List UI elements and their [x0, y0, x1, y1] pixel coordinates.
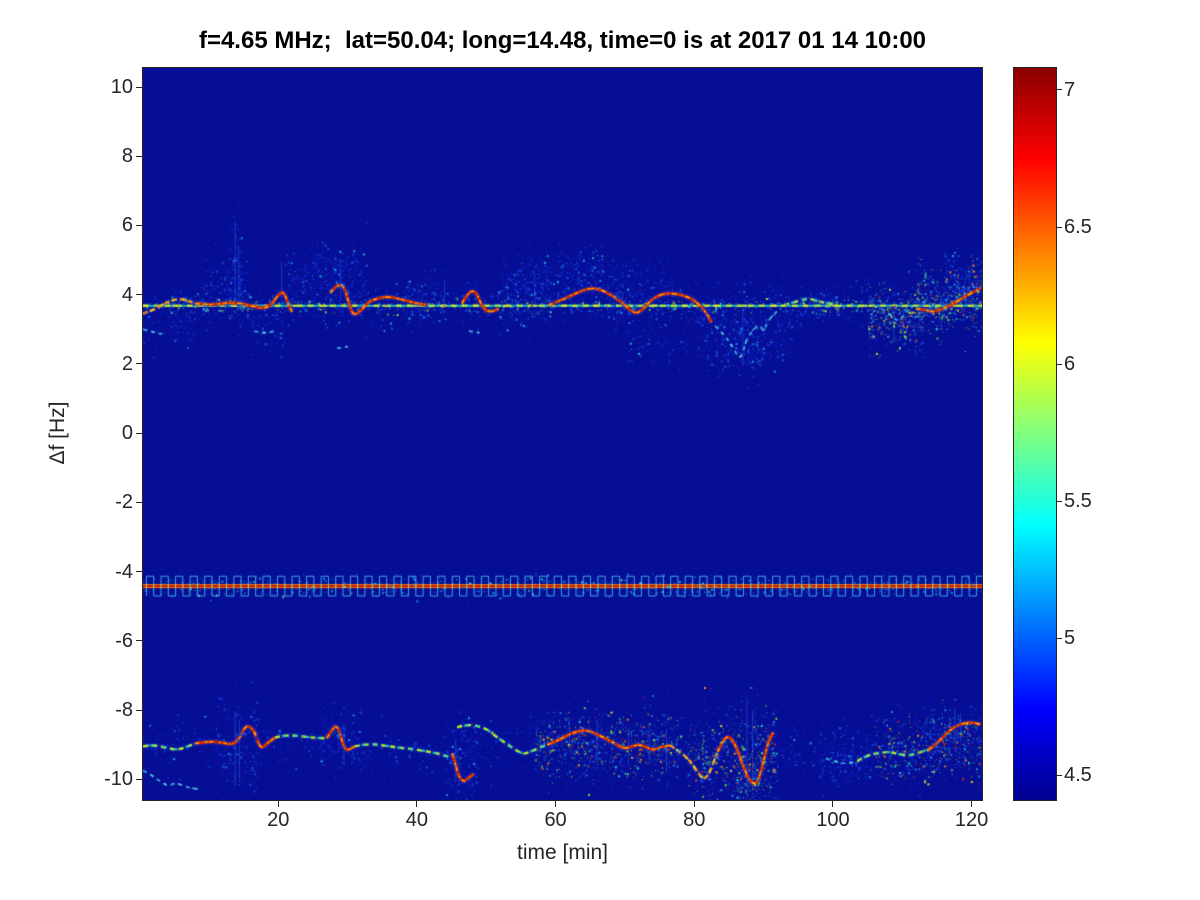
y-tick-mark	[136, 363, 142, 365]
x-axis-label: time [min]	[516, 841, 608, 864]
colorbar-tick-label: 4.5	[1064, 764, 1092, 787]
x-tick-label: 60	[544, 809, 567, 831]
colorbar-tick-mark	[1056, 637, 1062, 639]
y-tick-label: 4	[121, 283, 133, 306]
x-tick-label: 120	[954, 809, 989, 831]
colorbar-tick-label: 6	[1064, 353, 1076, 376]
y-tick-label: -8	[115, 699, 133, 721]
x-tick-mark	[277, 801, 279, 807]
x-tick-mark	[555, 801, 557, 807]
y-tick-label: -4	[115, 560, 133, 583]
x-tick-mark	[832, 801, 834, 807]
y-tick-mark	[136, 571, 142, 573]
x-tick-label: 80	[683, 809, 706, 831]
x-tick-label: 40	[405, 809, 428, 831]
y-tick-mark	[136, 432, 142, 434]
y-axis-label: Δf [Hz]	[46, 401, 69, 465]
colorbar-tick-mark	[1056, 363, 1062, 365]
y-tick-mark	[136, 86, 142, 88]
y-tick-label: 2	[121, 352, 133, 375]
y-tick-label: -10	[104, 768, 133, 791]
plot-area	[142, 67, 983, 801]
y-tick-label: -6	[115, 629, 133, 652]
y-tick-mark	[136, 224, 142, 226]
y-tick-mark	[136, 155, 142, 157]
y-tick-mark	[136, 640, 142, 642]
colorbar-tick-label: 6.5	[1064, 216, 1092, 238]
colorbar	[1013, 67, 1057, 801]
y-tick-label: 0	[121, 422, 133, 445]
y-tick-label: -2	[115, 491, 133, 514]
colorbar-tick-mark	[1056, 226, 1062, 228]
chart-title: f=4.65 MHz; lat=50.04; long=14.48, time=…	[198, 27, 927, 54]
y-tick-mark	[136, 709, 142, 711]
colorbar-tick-mark	[1056, 89, 1062, 91]
y-tick-mark	[136, 501, 142, 503]
colorbar-tick-mark	[1056, 500, 1062, 502]
y-tick-label: 8	[121, 145, 133, 168]
x-tick-mark	[416, 801, 418, 807]
y-tick-mark	[136, 294, 142, 296]
colorbar-tick-mark	[1056, 774, 1062, 776]
y-tick-label: 6	[121, 214, 133, 237]
x-tick-label: 100	[816, 809, 850, 831]
x-tick-mark	[971, 801, 973, 807]
x-tick-label: 20	[267, 809, 290, 831]
colorbar-tick-label: 5	[1064, 627, 1076, 650]
y-tick-label: 10	[110, 76, 133, 99]
colorbar-tick-label: 5.5	[1064, 490, 1092, 513]
spectrogram-canvas	[143, 68, 982, 800]
colorbar-tick-label: 7	[1064, 78, 1076, 101]
y-tick-mark	[136, 778, 142, 780]
x-tick-mark	[693, 801, 695, 807]
